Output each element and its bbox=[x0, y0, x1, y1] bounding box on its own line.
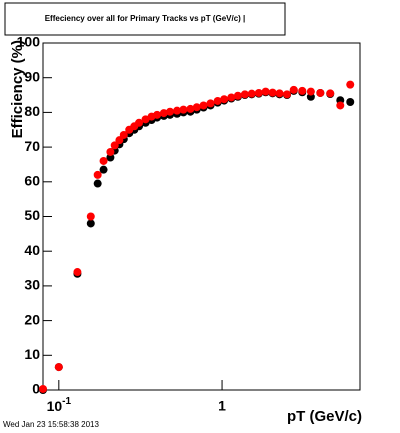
data-point bbox=[275, 89, 284, 98]
data-point bbox=[86, 219, 95, 228]
data-point bbox=[316, 88, 325, 97]
data-point bbox=[186, 104, 195, 113]
y-tick-label: 90 bbox=[24, 68, 40, 84]
title-box bbox=[4, 2, 286, 36]
y-tick-label: 50 bbox=[24, 207, 40, 223]
data-point bbox=[227, 93, 236, 102]
data-point bbox=[261, 87, 270, 96]
data-point bbox=[106, 147, 115, 156]
data-point bbox=[289, 85, 298, 94]
data-point bbox=[86, 212, 95, 221]
data-point bbox=[326, 89, 335, 98]
y-tick-label: 60 bbox=[24, 173, 40, 189]
data-point bbox=[306, 87, 315, 96]
chart-title: Effeciency over all for Primary Tracks v… bbox=[45, 14, 246, 23]
data-point bbox=[268, 88, 277, 97]
footer: Wed Jan 23 15:58:38 2013 bbox=[3, 420, 99, 429]
y-tick-label: 70 bbox=[24, 138, 40, 154]
data-point bbox=[73, 268, 82, 277]
data-point bbox=[336, 101, 345, 110]
data-point bbox=[166, 107, 175, 116]
x-tick-label: 1 bbox=[218, 398, 226, 414]
y-tick-label: 40 bbox=[24, 242, 40, 258]
data-point bbox=[39, 384, 47, 393]
x-tick-base: 10 bbox=[47, 398, 63, 414]
data-point bbox=[298, 86, 307, 95]
data-point bbox=[346, 97, 355, 106]
data-point bbox=[106, 153, 115, 162]
data-point bbox=[283, 90, 292, 99]
data-point bbox=[93, 170, 102, 179]
data-point bbox=[159, 109, 168, 118]
data-point bbox=[54, 363, 63, 372]
y-tick-label: 20 bbox=[24, 311, 40, 327]
data-point bbox=[119, 130, 128, 139]
y-tick-label: 100 bbox=[17, 34, 41, 50]
data-point bbox=[192, 103, 201, 112]
y-axis-label: Efficiency (%) bbox=[9, 40, 26, 138]
data-point bbox=[199, 101, 208, 110]
y-tick-label: 0 bbox=[32, 381, 40, 397]
data-point bbox=[99, 165, 108, 174]
x-tick-label: 10-1 bbox=[47, 396, 72, 414]
data-point bbox=[254, 88, 263, 97]
y-tick-label: 80 bbox=[24, 103, 40, 119]
data-point bbox=[220, 95, 229, 104]
data-point bbox=[240, 90, 249, 99]
data-point bbox=[135, 118, 144, 127]
data-point bbox=[179, 105, 188, 114]
y-tick-label: 30 bbox=[24, 277, 40, 293]
data-point bbox=[206, 99, 215, 108]
data-point bbox=[153, 110, 162, 119]
x-tick-exponent: -1 bbox=[62, 396, 71, 407]
data-point bbox=[141, 115, 150, 124]
data-point bbox=[213, 96, 222, 105]
data-point bbox=[110, 141, 119, 150]
data-point bbox=[173, 106, 182, 115]
data-point bbox=[93, 179, 102, 188]
data-point bbox=[346, 80, 355, 89]
data-point bbox=[247, 89, 256, 98]
data-point bbox=[99, 156, 108, 165]
data-point bbox=[233, 91, 242, 100]
x-axis-label: pT (GeV/c) bbox=[287, 408, 362, 425]
y-tick-label: 10 bbox=[24, 346, 40, 362]
